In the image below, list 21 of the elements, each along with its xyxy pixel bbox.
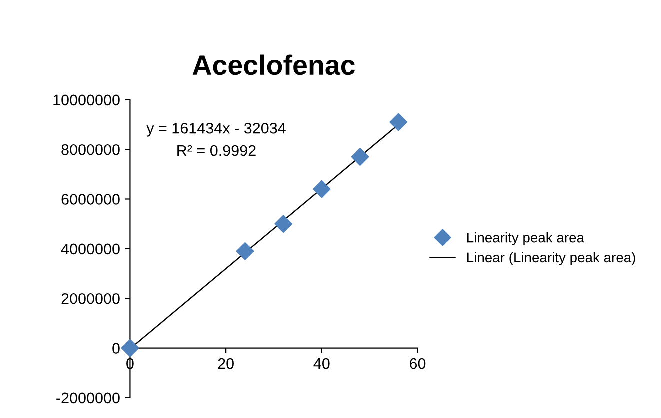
x-tick-label: 60 <box>410 358 426 370</box>
y-tick-label: 4000000 <box>61 244 120 255</box>
y-tick-label: 10000000 <box>54 94 120 106</box>
x-tick-label: 20 <box>218 358 234 370</box>
chart-title: Aceclofenac <box>192 54 356 76</box>
y-tick-label: 8000000 <box>62 144 120 156</box>
y-tick-label: -2000000 <box>56 392 120 404</box>
point <box>236 242 254 260</box>
point <box>351 148 370 166</box>
annotation: y = 161434x - 32034 <box>146 122 286 137</box>
point <box>274 215 292 233</box>
point <box>312 180 331 198</box>
point <box>390 113 408 132</box>
y-tick-label: 2000000 <box>62 293 120 304</box>
y-tick-label: 6000000 <box>62 194 120 205</box>
annotation: R² = 0.9992 <box>178 145 256 156</box>
legend-label: Linearity peak area <box>468 232 584 246</box>
y-tick-label: 0 <box>112 343 120 354</box>
legend-label: Linear (Linearity peak area) <box>468 252 636 266</box>
point <box>121 339 140 358</box>
x-tick-label: 40 <box>314 358 330 370</box>
